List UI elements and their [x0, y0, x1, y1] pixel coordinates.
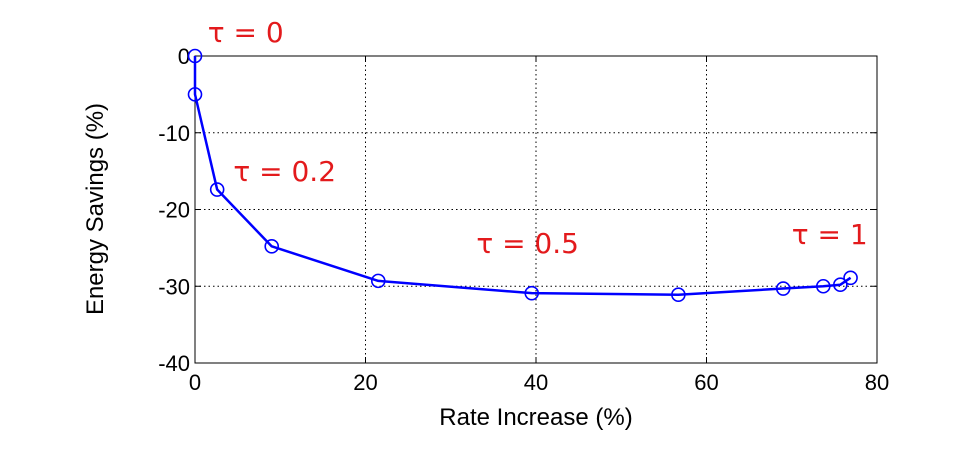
- axis-ticks: 0 20 40 60 80 0 -10 -20 -30 -40: [158, 44, 889, 395]
- annotations: τ = 0 τ = 0.2 τ = 0.5 τ = 1: [208, 16, 868, 260]
- x-tick-label: 80: [865, 370, 889, 395]
- y-tick-label: -20: [158, 198, 190, 223]
- data-point: [370, 273, 386, 289]
- x-axis-label: Rate Increase (%): [439, 404, 632, 431]
- grid: [195, 56, 877, 363]
- data-point: [187, 48, 203, 64]
- y-axis-label: Energy Savings (%): [82, 103, 109, 315]
- x-tick-label: 40: [524, 370, 548, 395]
- tau-annotation: τ = 1: [792, 218, 868, 251]
- y-tick-label: -30: [158, 274, 190, 299]
- x-tick-label: 60: [694, 370, 718, 395]
- data-point: [671, 287, 686, 302]
- x-tick-label: 20: [353, 370, 377, 395]
- data-point: [187, 87, 203, 102]
- x-tick-label: 0: [189, 370, 201, 395]
- tau-annotation: τ = 0.2: [233, 155, 336, 188]
- y-tick-label: -40: [158, 351, 190, 376]
- tau-annotation: τ = 0: [208, 16, 284, 49]
- data-point: [815, 278, 831, 294]
- data-point: [209, 182, 225, 197]
- y-tick-label: -10: [158, 121, 190, 146]
- data-point: [843, 270, 858, 286]
- series: [187, 48, 858, 302]
- data-point: [833, 277, 848, 293]
- data-point: [775, 281, 791, 296]
- y-tick-label: 0: [178, 44, 190, 69]
- data-point: [264, 239, 280, 254]
- tau-annotation: τ = 0.5: [476, 227, 579, 260]
- data-point: [524, 285, 540, 301]
